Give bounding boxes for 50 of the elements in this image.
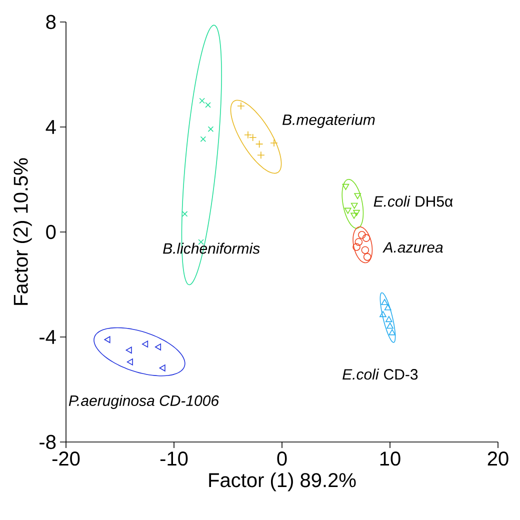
series-label: B.megaterium [282,114,375,128]
point [350,212,358,219]
point [154,344,162,350]
point [388,329,396,336]
y-tick-label: -4 [40,330,56,344]
x-tick-label: -20 [52,452,80,466]
series-label: E.coli DH5α [374,196,453,207]
point [381,298,388,306]
point [350,202,358,209]
point [257,151,265,159]
y-tick-label: 8 [46,14,56,30]
point [237,102,245,110]
point [205,102,211,108]
x-axis-title: Factor (1) 89.2% [209,472,356,492]
y-tick-label: 4 [46,120,56,134]
point [342,184,350,190]
point [358,230,366,239]
point [361,246,370,254]
point [384,304,392,310]
point [199,98,205,104]
point [354,238,363,246]
y-tick-label: -8 [40,434,56,450]
point [354,193,362,200]
point [352,243,360,251]
y-axis-title: Factor (2) 10.5% [13,158,32,305]
point [126,346,132,354]
point [142,340,148,348]
y-tick-label: 0 [46,224,56,240]
point [182,211,188,217]
point [159,364,166,372]
point [386,322,394,329]
point [126,358,133,366]
x-tick-label: -10 [160,452,188,466]
text: E.coli CD-3 [342,368,418,380]
point [353,210,360,216]
point [270,139,278,147]
text: P.aeruginosa CD-1006 [68,394,220,409]
point [208,126,214,132]
point [380,311,386,318]
x-tick-label: 10 [380,452,400,466]
legend-label: A.azurea [382,242,443,253]
x-tick-label: 20 [488,452,508,466]
point [362,234,370,242]
point [255,140,264,148]
point [385,316,392,322]
point [104,336,110,344]
x-tick-label: 0 [277,452,287,466]
point [200,136,206,142]
point [363,253,372,261]
point [344,208,352,214]
